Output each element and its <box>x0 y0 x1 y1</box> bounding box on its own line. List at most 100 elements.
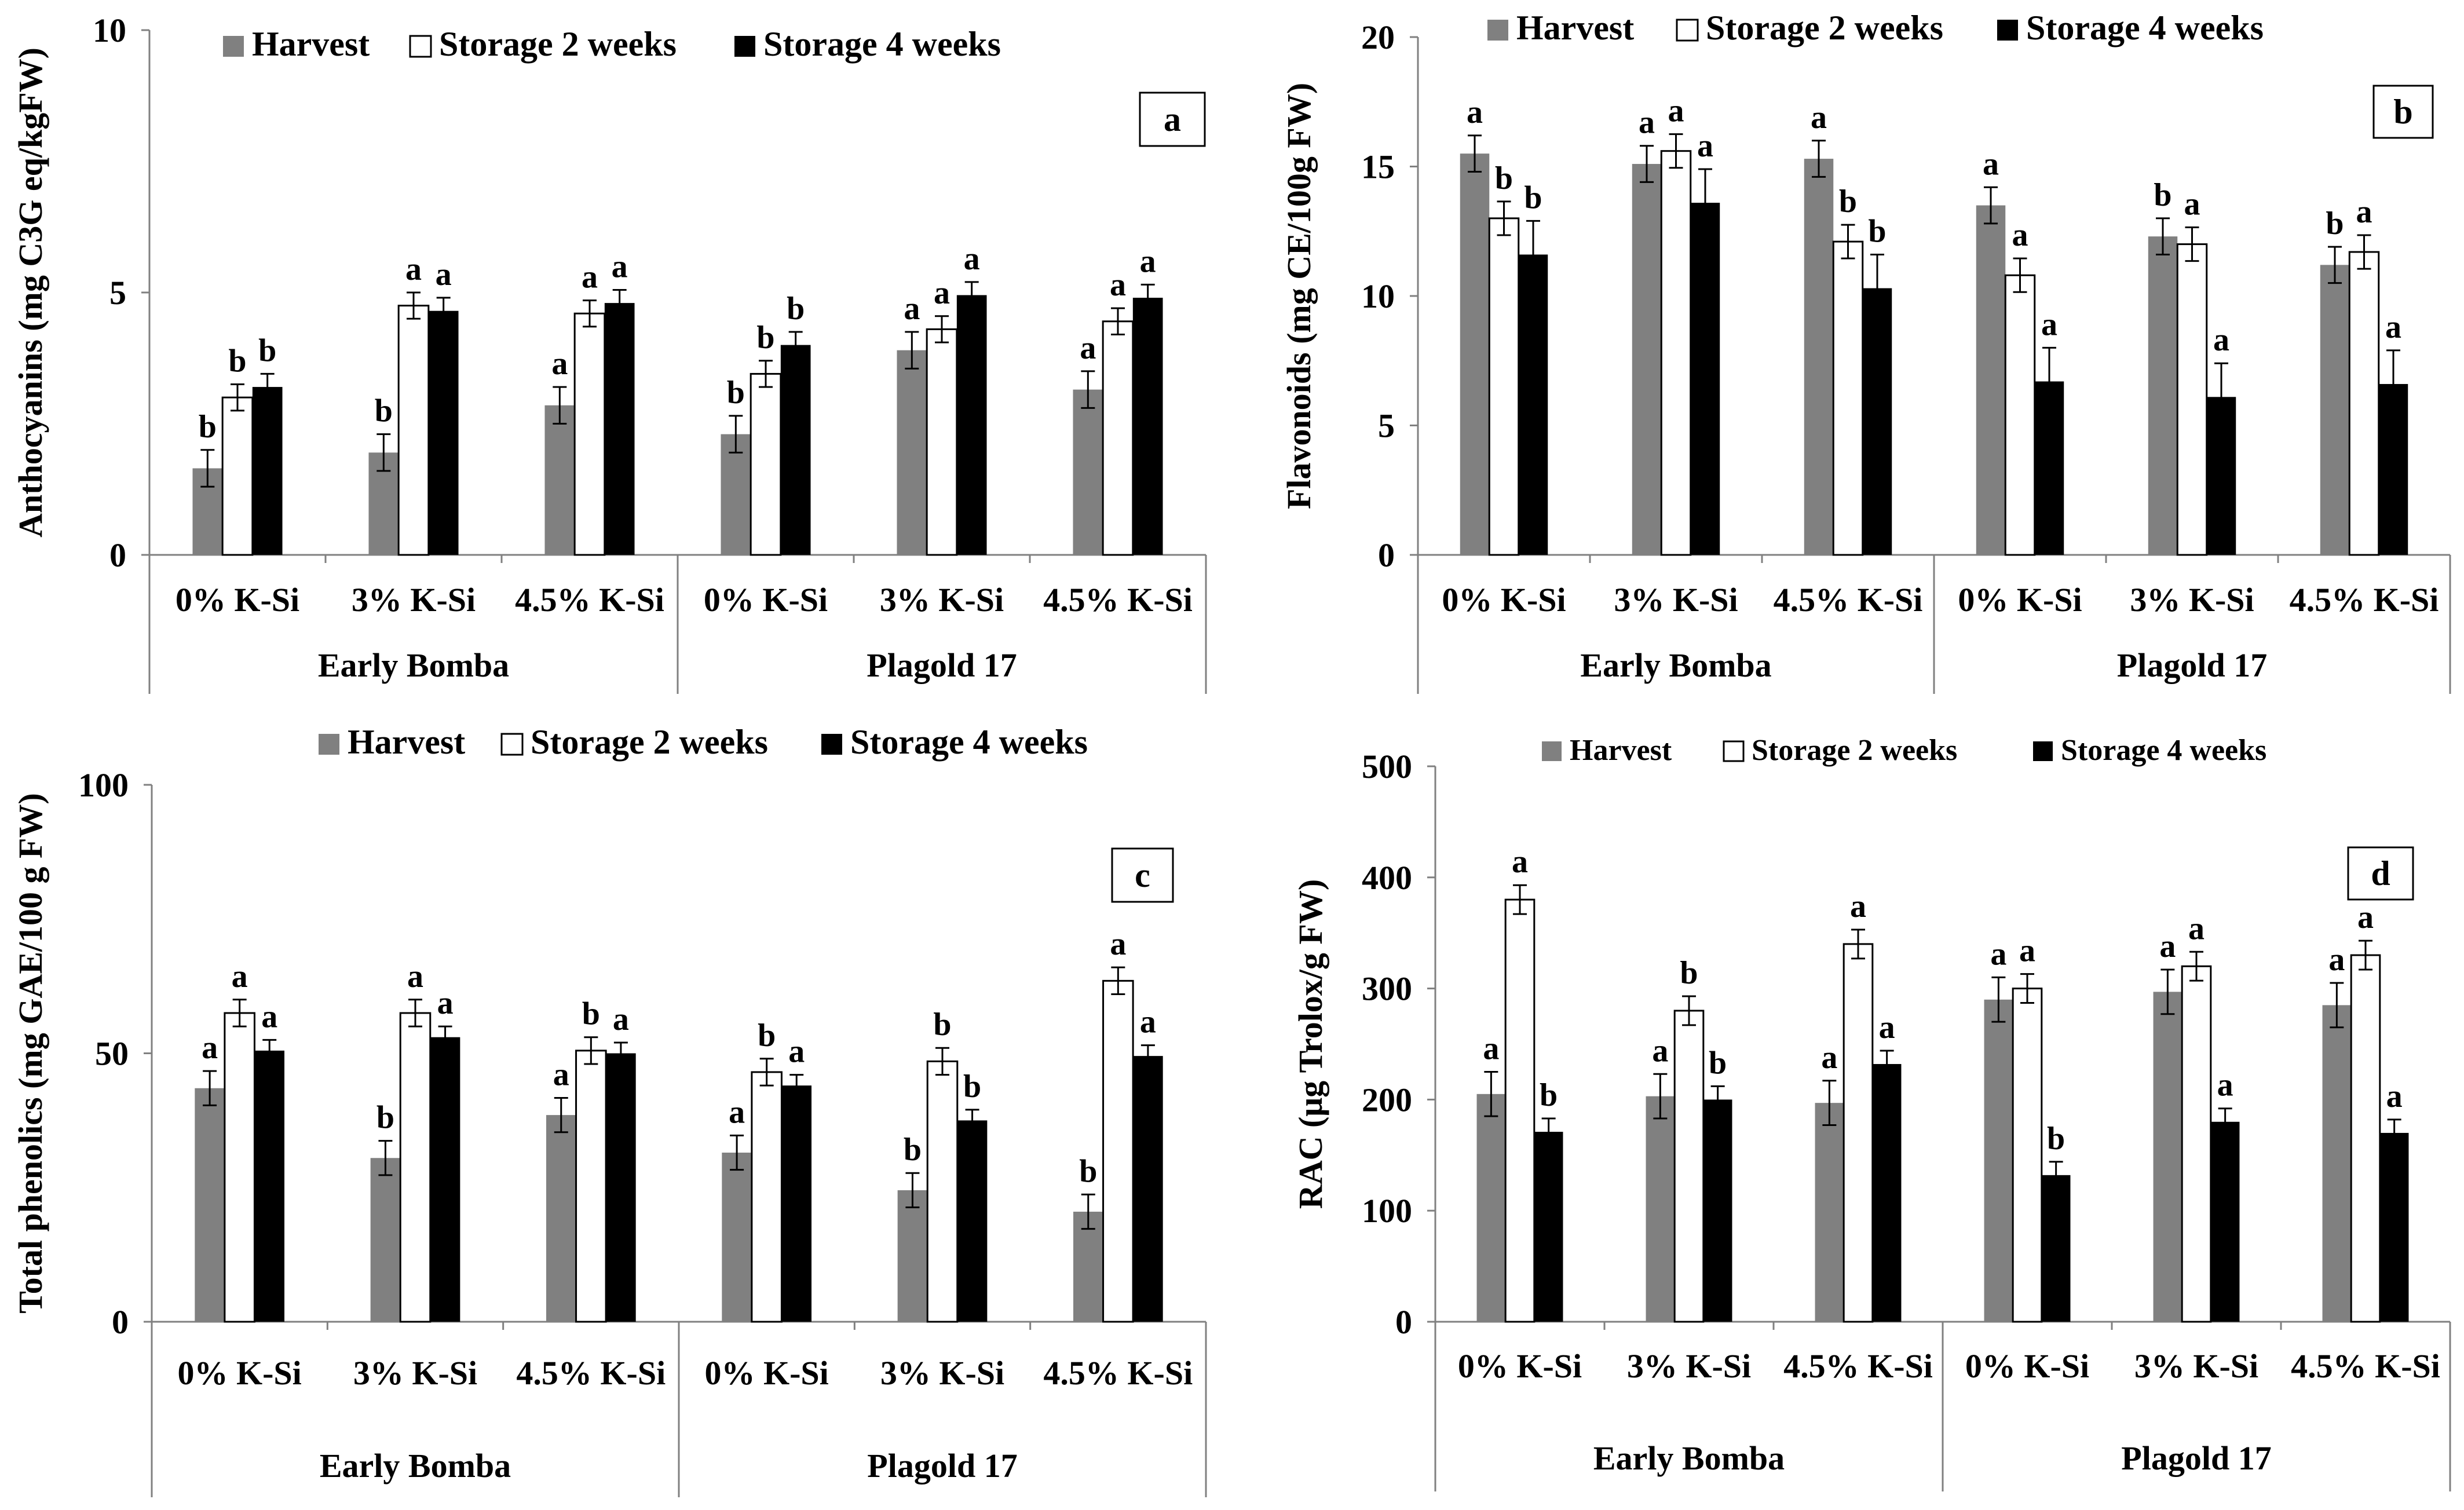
chart-panel-c: 0 50 100 Total phenolics (mg GAE/100 g FW) 0… <box>12 723 1207 1497</box>
bar-storage-2-weeks <box>573 312 606 556</box>
bar-harvest <box>722 1152 752 1322</box>
significance-letter: b <box>1680 955 1698 991</box>
legend-swatch <box>1542 741 1562 761</box>
bar-storage-2-weeks <box>1102 979 1134 1323</box>
bar-storage-4-weeks <box>252 387 283 555</box>
category-label: 0% K-Si <box>1442 581 1566 619</box>
significance-letter: a <box>1668 93 1684 129</box>
category-label: 3% K-Si <box>353 1354 477 1392</box>
bar-harvest <box>2148 236 2178 555</box>
panel-label-box <box>2372 85 2434 139</box>
significance-letter: a <box>904 291 920 327</box>
bar-harvest <box>370 1158 401 1322</box>
significance-letter: a <box>551 346 568 382</box>
bar-storage-4-weeks <box>430 1037 460 1322</box>
significance-letter: a <box>729 1094 745 1130</box>
bar-harvest <box>195 1088 225 1322</box>
significance-letter: a <box>2019 933 2035 969</box>
bar-storage-2-weeks <box>750 372 782 556</box>
legend-label: Harvest <box>348 723 465 761</box>
legend-label: Storage 4 weeks <box>850 723 1088 761</box>
y-tick-label: 10 <box>1361 277 1395 315</box>
group-label: Early Bomba <box>320 1447 511 1485</box>
category-label: 3% K-Si <box>880 581 1004 619</box>
legend-swatch <box>223 36 244 57</box>
y-tick-label: 100 <box>1362 1192 1412 1230</box>
bar-storage-4-weeks <box>604 303 635 555</box>
bar-harvest <box>1984 999 2013 1322</box>
y-tick-label: 400 <box>1362 859 1412 897</box>
significance-letter: a <box>1110 267 1126 303</box>
significance-letter: a <box>2213 322 2229 358</box>
bar-harvest <box>2153 992 2182 1322</box>
significance-letter: a <box>232 959 248 995</box>
panel-label: a <box>1164 100 1181 138</box>
bar-harvest <box>897 350 927 555</box>
y-tick-label: 0 <box>1378 536 1395 574</box>
significance-letter: a <box>2328 942 2345 978</box>
significance-letter: a <box>1140 243 1156 279</box>
category-label: 4.5% K-Si <box>1043 581 1193 619</box>
significance-letter: a <box>1140 1004 1156 1040</box>
significance-letter: a <box>1080 330 1096 366</box>
bar-harvest <box>1646 1096 1675 1322</box>
significance-letter: a <box>2357 900 2374 935</box>
significance-letter: b <box>1524 180 1542 215</box>
group-label: Plagold 17 <box>2121 1439 2271 1477</box>
significance-letter: b <box>904 1132 922 1168</box>
bar-harvest <box>721 434 751 555</box>
legend-swatch <box>500 733 524 756</box>
significance-letter: a <box>1639 105 1655 141</box>
bar-storage-2-weeks <box>1504 898 1536 1323</box>
significance-letter: b <box>376 1100 394 1136</box>
legend-swatch <box>1487 20 1508 41</box>
bar-storage-2-weeks <box>926 1060 959 1323</box>
significance-letter: a <box>1811 100 1827 136</box>
y-tick-label: 0 <box>109 536 126 574</box>
significance-letter: a <box>553 1056 569 1092</box>
chart-panel-a: 0 5 10 Anthocyanins (mg C3G eq/kgFW) 0% K-Si… <box>12 12 1207 694</box>
legend-label: Storage 4 weeks <box>2026 9 2264 47</box>
significance-letter: a <box>612 248 628 284</box>
bar-storage-4-weeks <box>1534 1132 1563 1322</box>
panel-label: c <box>1135 856 1150 894</box>
legend-label: Harvest <box>1570 734 1672 767</box>
bar-storage-4-weeks <box>1872 1064 1902 1322</box>
significance-letter: b <box>2047 1121 2065 1157</box>
significance-letter: b <box>375 393 393 429</box>
bar-storage-2-weeks <box>397 305 430 556</box>
y-tick-label: 15 <box>1361 148 1395 186</box>
significance-letter: a <box>2356 194 2372 230</box>
significance-letter: a <box>1821 1040 1837 1076</box>
bar-storage-2-weeks <box>1832 240 1864 556</box>
significance-letter: a <box>1879 1010 1895 1045</box>
bar-harvest <box>2320 265 2350 555</box>
significance-letter: b <box>963 1069 981 1105</box>
significance-letter: a <box>964 241 980 277</box>
legend-swatch <box>821 734 842 755</box>
group-label: Plagold 17 <box>867 1447 1017 1485</box>
significance-letter: b <box>1079 1153 1097 1189</box>
bar-storage-2-weeks <box>926 328 958 556</box>
y-tick-label: 0 <box>1395 1303 1412 1341</box>
y-tick-label: 20 <box>1361 19 1395 56</box>
legend-label: Harvest <box>252 25 370 63</box>
significance-letter: a <box>1850 889 1866 924</box>
category-label: 4.5% K-Si <box>515 581 664 619</box>
significance-letter: b <box>758 1018 776 1054</box>
bar-harvest <box>546 1115 576 1322</box>
significance-letter: a <box>436 257 452 293</box>
y-tick-label: 0 <box>112 1303 129 1341</box>
category-label: 4.5% K-Si <box>2291 1347 2440 1385</box>
y-tick-label: 200 <box>1362 1081 1412 1118</box>
significance-letter: b <box>933 1007 951 1043</box>
significance-letter: a <box>1990 936 2006 972</box>
legend-swatch <box>1676 19 1699 42</box>
bar-storage-4-weeks <box>1132 298 1163 555</box>
legend-swatch <box>734 36 755 57</box>
chart-panel-b: 0 5 10 15 20 Flavonoids (mg CE/100g FW) 0% K-S… <box>1280 9 2451 694</box>
group-label: Early Bomba <box>1593 1439 1785 1477</box>
panel-label-box <box>2347 846 2414 901</box>
bar-harvest <box>1804 159 1834 555</box>
significance-letter: a <box>582 259 598 295</box>
